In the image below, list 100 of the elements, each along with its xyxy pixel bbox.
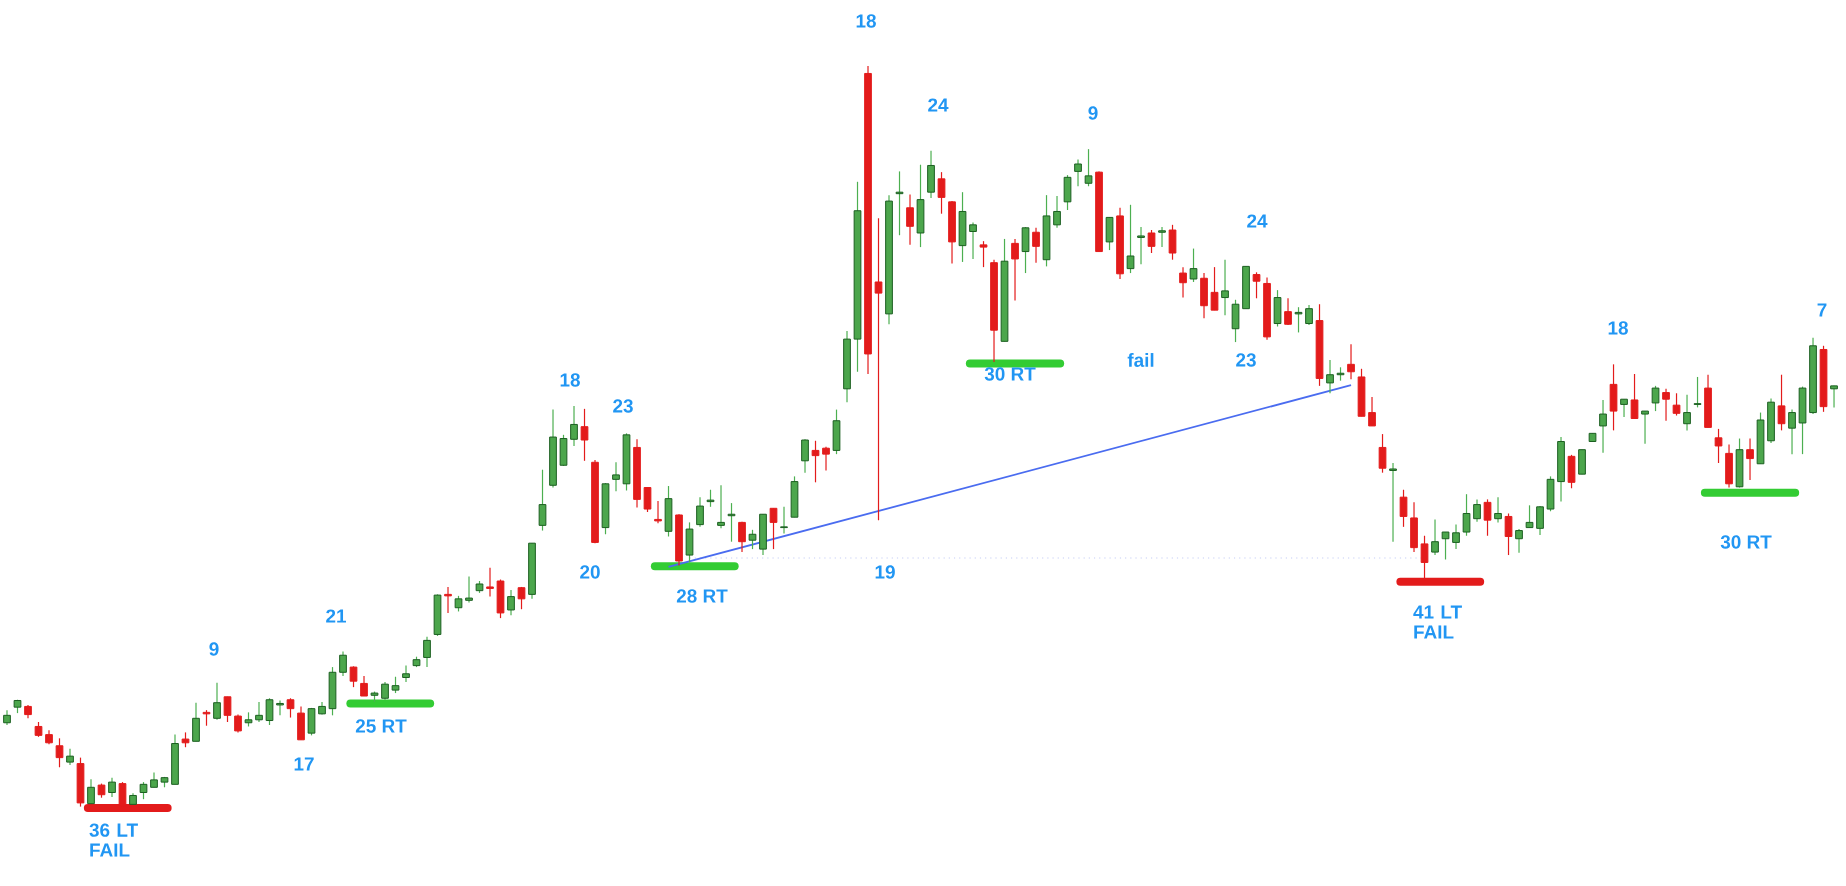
- annotation: 21: [326, 609, 346, 623]
- candlestick: [1389, 462, 1397, 543]
- candlestick: [1252, 271, 1261, 299]
- candlestick: [580, 408, 589, 462]
- candlestick: [1683, 394, 1691, 431]
- candlestick: [1494, 496, 1502, 523]
- candlestick: [937, 171, 946, 215]
- candlestick: [1179, 266, 1187, 299]
- candlestick: [822, 446, 830, 472]
- candlestick: [1399, 489, 1408, 528]
- text: 18: [856, 14, 876, 28]
- candlestick: [1515, 528, 1523, 554]
- annotation: 19: [875, 565, 895, 579]
- candlestick: [612, 461, 620, 492]
- candlestick: [108, 777, 116, 798]
- candlestick: [1305, 304, 1313, 326]
- candlestick: [1620, 398, 1628, 418]
- candlestick: [1525, 504, 1534, 529]
- candlestick: [1651, 385, 1660, 412]
- candlestick: [1137, 226, 1145, 265]
- candlestick: [1473, 498, 1481, 523]
- candlestick: [1021, 226, 1030, 274]
- annotation: 24: [928, 98, 949, 112]
- candlestick: [717, 484, 725, 529]
- candlestick: [1347, 343, 1355, 380]
- candlestick: [538, 469, 547, 532]
- candlestick: [1777, 374, 1786, 431]
- candlestick: [727, 502, 736, 543]
- candlestick: [696, 496, 704, 528]
- annotation: 18: [560, 373, 580, 387]
- candlestick: [1053, 195, 1061, 229]
- candlestick: [1504, 512, 1513, 556]
- candlestick: [265, 697, 274, 726]
- annotation: fail: [1127, 353, 1154, 367]
- candlestick: [255, 701, 263, 723]
- candlestick: [486, 567, 494, 598]
- candlestick: [738, 521, 746, 553]
- candlestick: [1599, 399, 1607, 454]
- annotation: 17: [294, 757, 314, 771]
- annotation: 23: [1236, 353, 1256, 367]
- candlestick: [1452, 524, 1460, 550]
- candlestick: [286, 697, 295, 719]
- candlestick: [1189, 247, 1198, 283]
- candlestick: [654, 500, 662, 524]
- candlestick: [360, 675, 368, 697]
- candlestick: [1147, 229, 1156, 254]
- candlestick: [780, 506, 788, 535]
- candlestick: [969, 222, 977, 260]
- candlestick: [1168, 224, 1177, 261]
- candlestick: [1662, 388, 1670, 422]
- candlestick: [643, 486, 652, 513]
- candlestick: [213, 682, 221, 721]
- candlestick: [1294, 306, 1303, 334]
- candlestick: [349, 665, 358, 688]
- candlestick: [1641, 410, 1649, 445]
- candlestick: [87, 778, 95, 805]
- candlestick: [1221, 259, 1229, 316]
- candlestick: [1788, 409, 1796, 455]
- text: 36 LT FAIL: [89, 823, 138, 857]
- candlestick: [1441, 531, 1450, 561]
- candlestick: [423, 636, 431, 668]
- candlestick: [1084, 148, 1093, 187]
- candlestick: [1672, 392, 1681, 417]
- annotation: 30 RT: [984, 367, 1036, 381]
- candlestick: [465, 575, 473, 604]
- candlestick: [1074, 158, 1082, 187]
- annotation: 9: [209, 642, 219, 656]
- candlestick: [444, 586, 452, 614]
- annotation: 20: [580, 565, 600, 579]
- candlestick: [874, 217, 883, 521]
- candlestick: [1368, 396, 1376, 427]
- candlestick: [1032, 227, 1040, 264]
- candlestick: [55, 737, 64, 768]
- candlestick: [906, 193, 914, 246]
- candlestick: [1158, 226, 1166, 248]
- candlestick: [979, 240, 988, 268]
- candlestick: [1483, 498, 1492, 537]
- candlestick: [1536, 505, 1544, 536]
- annotation: 25 RT: [355, 719, 407, 733]
- candlestick: [192, 702, 200, 742]
- annotation: 28 RT: [676, 589, 728, 603]
- candlestick: [339, 650, 347, 677]
- candlestick: [507, 589, 515, 616]
- annotation: 41 LT FAIL: [1413, 605, 1462, 639]
- candlestick: [1462, 493, 1471, 537]
- candlestick: [1630, 373, 1639, 420]
- candlestick: [769, 507, 778, 550]
- candlestick: [811, 440, 820, 483]
- candlestick: [570, 405, 578, 447]
- candlestick: [1210, 266, 1219, 311]
- candlestick: [1693, 376, 1702, 408]
- candlestick: [1284, 297, 1292, 326]
- candlestick: [1126, 204, 1135, 274]
- candlestick: [402, 665, 410, 683]
- annotation: 9: [1088, 106, 1098, 120]
- candlestick: [1714, 428, 1723, 464]
- annotation: 30 RT: [1720, 535, 1772, 549]
- candlestick: [1378, 433, 1387, 474]
- candlestick: [1830, 385, 1838, 408]
- annotation: 7: [1817, 303, 1827, 317]
